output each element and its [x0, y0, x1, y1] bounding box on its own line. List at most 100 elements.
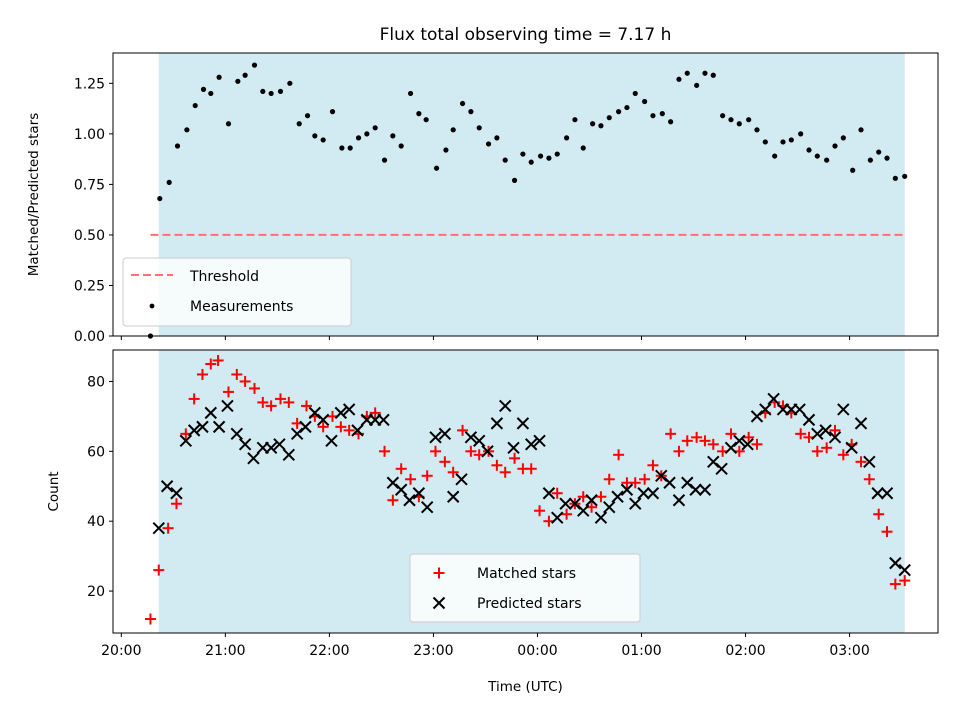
predicted-star-point-b — [507, 441, 520, 455]
predicted-star-point-b — [221, 399, 234, 413]
bottom-y-tick-label: 40 — [87, 514, 105, 530]
matched-star-point — [379, 445, 391, 457]
predicted-star-point — [525, 438, 538, 451]
predicted-star-point — [767, 392, 780, 406]
x-tick-label: 00:00 — [517, 643, 557, 659]
predicted-star-point — [490, 417, 504, 430]
measurement-point — [668, 119, 674, 125]
predicted-star-point-b — [767, 392, 780, 406]
predicted-star-point-b — [160, 480, 174, 493]
predicted-star-point — [152, 521, 165, 535]
predicted-star-point — [507, 441, 520, 455]
predicted-star-point — [204, 406, 218, 420]
measurement-point — [320, 137, 326, 143]
measurement-point — [659, 111, 665, 117]
matched-star-point — [196, 368, 208, 380]
matched-star-point — [811, 445, 823, 457]
predicted-star-point — [499, 399, 512, 413]
top-y-tick-label: 0.00 — [74, 329, 105, 345]
legend-matched-marker — [433, 567, 445, 579]
legend-matched-label: Matched stars — [477, 566, 576, 582]
matched-star-point — [551, 487, 563, 499]
matched-star-point — [595, 491, 607, 503]
predicted-star-point — [325, 434, 338, 448]
measurement-point — [858, 127, 864, 133]
predicted-star-point-b — [446, 490, 460, 503]
legend-threshold-label: Threshold — [189, 269, 259, 285]
measurement-point — [260, 88, 266, 95]
predicted-star-point-b — [394, 483, 408, 496]
predicted-star-point — [412, 487, 426, 500]
matched-star-point — [665, 428, 677, 440]
predicted-star-point-b — [238, 438, 252, 451]
predicted-star-point-b — [542, 487, 556, 500]
x-tick-label: 02:00 — [725, 643, 765, 659]
predicted-star-point — [394, 483, 408, 496]
matched-star-point — [387, 494, 399, 506]
matched-star-point — [691, 431, 703, 443]
predicted-star-point-b — [438, 427, 452, 441]
matched-star-point — [899, 575, 911, 587]
measurement-point — [702, 70, 708, 76]
predicted-star-point-b — [707, 455, 720, 469]
matched-star-point — [222, 386, 234, 398]
x-axis-label: Time (UTC) — [487, 679, 563, 695]
top-legend: Threshold Measurements — [122, 257, 352, 327]
measurement-point — [364, 131, 370, 137]
predicted-star-point — [646, 487, 660, 500]
predicted-star-point-b — [663, 476, 676, 489]
measurement-point — [433, 165, 440, 171]
bottom-legend-box — [409, 553, 641, 623]
measurement-point — [840, 135, 846, 141]
predicted-star-point — [620, 483, 634, 496]
measurement-point — [485, 141, 492, 147]
matched-star-point — [743, 431, 755, 443]
predicted-star-point — [221, 399, 234, 413]
predicted-star-point-b — [854, 417, 868, 430]
top-y-tick-label: 0.50 — [74, 228, 105, 244]
bottom-y-axis-label: Count — [46, 471, 62, 511]
measurement-point — [277, 88, 284, 95]
predicted-star-point-b — [455, 473, 468, 486]
predicted-star-point-b — [212, 420, 226, 434]
predicted-star-point — [316, 413, 330, 427]
predicted-star-point-b — [559, 497, 572, 510]
matched-star-point — [457, 424, 469, 436]
measurement-point — [850, 167, 856, 173]
predicted-star-point-b — [282, 448, 296, 462]
predicted-star-point — [446, 490, 460, 503]
matched-star-point — [855, 456, 867, 468]
predicted-star-point-b — [689, 483, 702, 496]
predicted-star-point-b — [819, 424, 832, 437]
predicted-star-point — [196, 420, 209, 434]
measurement-point — [494, 135, 500, 141]
measurement-point — [762, 139, 768, 145]
measurement-point — [684, 70, 690, 76]
matched-star-point — [795, 428, 807, 440]
predicted-star-point — [715, 462, 728, 475]
matched-star-point — [405, 473, 417, 485]
predicted-star-point-b — [429, 431, 442, 444]
measurement-point — [580, 145, 586, 151]
predicted-star-point — [481, 445, 494, 458]
predicted-star-point-b — [170, 487, 183, 500]
measurement-point — [339, 145, 345, 151]
measurement-point — [632, 90, 638, 97]
predicted-star-point-b — [230, 427, 244, 441]
bottom-y-tick-label: 60 — [87, 444, 105, 460]
measurement-point — [390, 133, 396, 139]
matched-star-point — [881, 526, 893, 538]
predicted-star-point — [577, 504, 590, 517]
predicted-star-point — [759, 403, 772, 416]
measurement-point — [902, 173, 908, 179]
predicted-star-point — [377, 413, 390, 427]
legend-matched-swatch — [433, 567, 445, 579]
predicted-star-point-b — [611, 490, 624, 503]
predicted-star-point-b — [533, 434, 546, 448]
predicted-star-point — [334, 406, 348, 420]
matched-star-point — [561, 508, 573, 520]
measurement-point — [563, 135, 570, 141]
predicted-star-point — [629, 497, 642, 510]
measurement-point — [287, 80, 293, 86]
bottom-panel: 20 40 60 80 20:00 21:00 22:00 23:00 00:00 01:00 0… — [46, 349, 939, 695]
